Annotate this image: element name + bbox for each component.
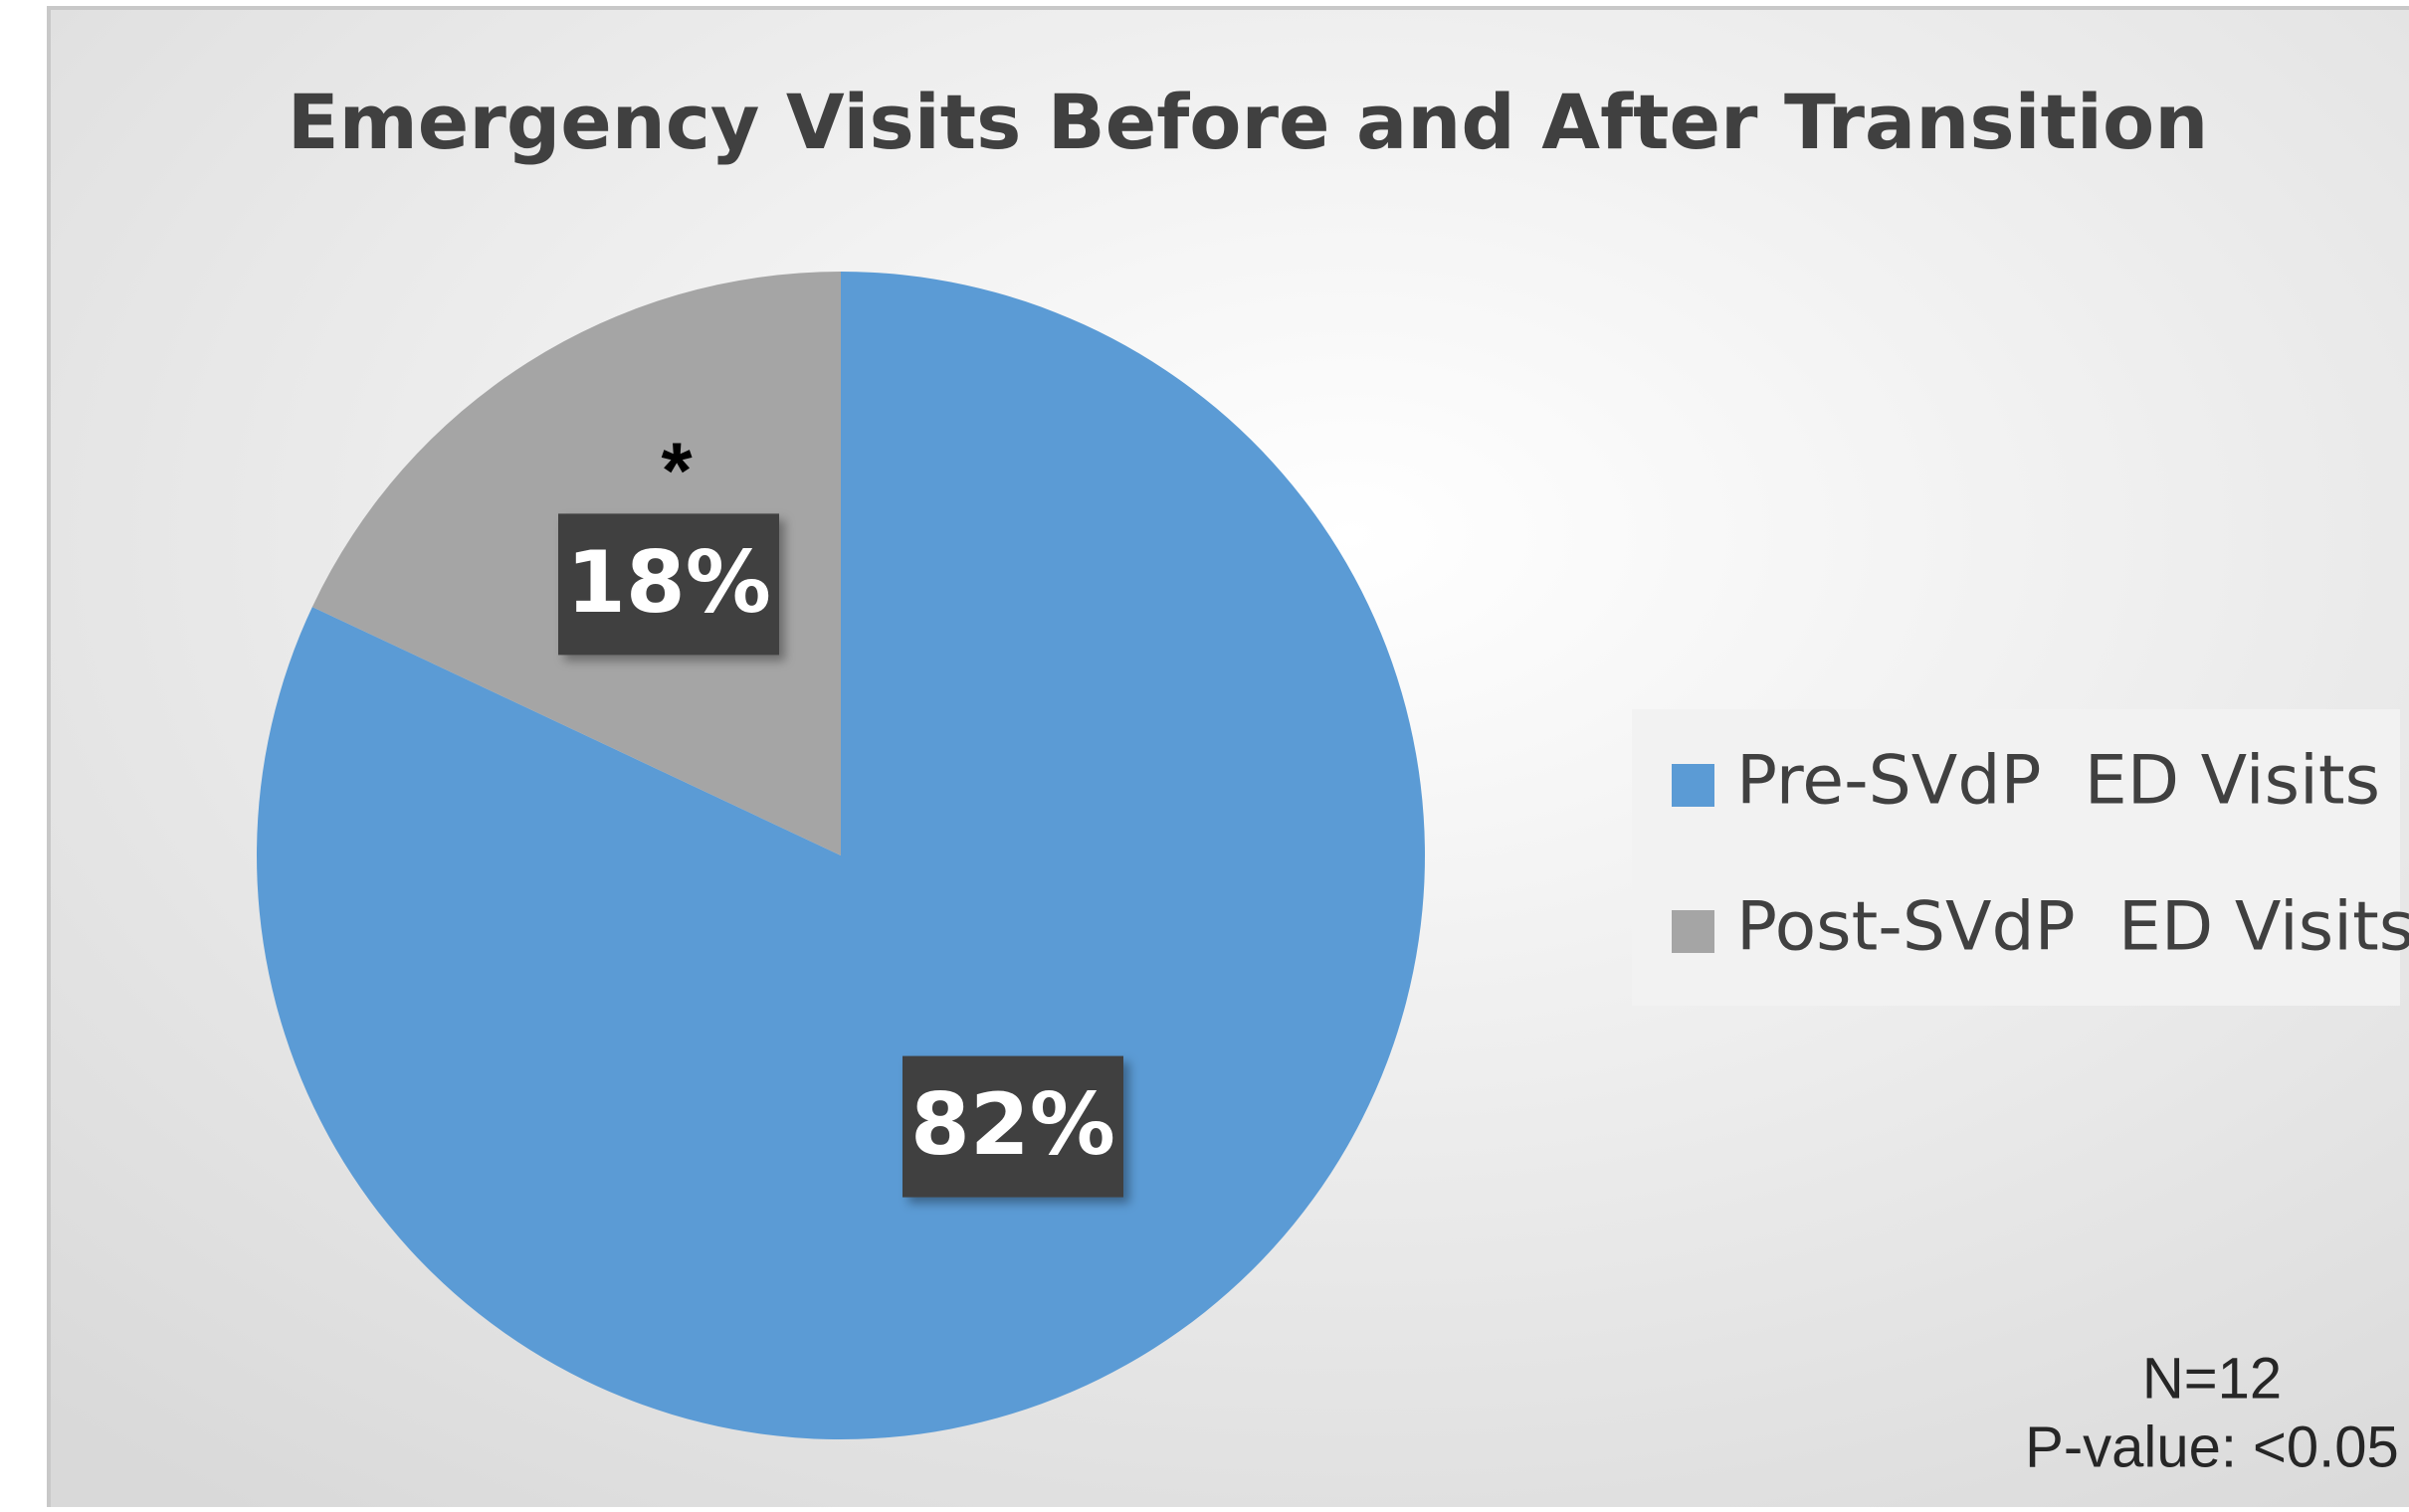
legend-swatch (1672, 764, 1714, 807)
chart-title: Emergency Visits Before and After Transi… (288, 78, 2209, 166)
data-label-box (558, 513, 780, 656)
pie-slice (257, 272, 1426, 1439)
legend-label: Post-SVdP ED Visits (1736, 888, 2409, 967)
legend-box (1632, 709, 2400, 1006)
data-label-box (902, 1055, 1123, 1198)
annotation: N=12 (2142, 1346, 2282, 1411)
legend-label: Pre-SVdP ED Visits (1736, 742, 2380, 821)
data-label: 82% (910, 1075, 1115, 1175)
annotation: P-value: <0.05 (2025, 1415, 2399, 1479)
annotation: * (661, 427, 693, 515)
legend-swatch (1672, 910, 1714, 953)
data-label: 18% (566, 533, 771, 633)
